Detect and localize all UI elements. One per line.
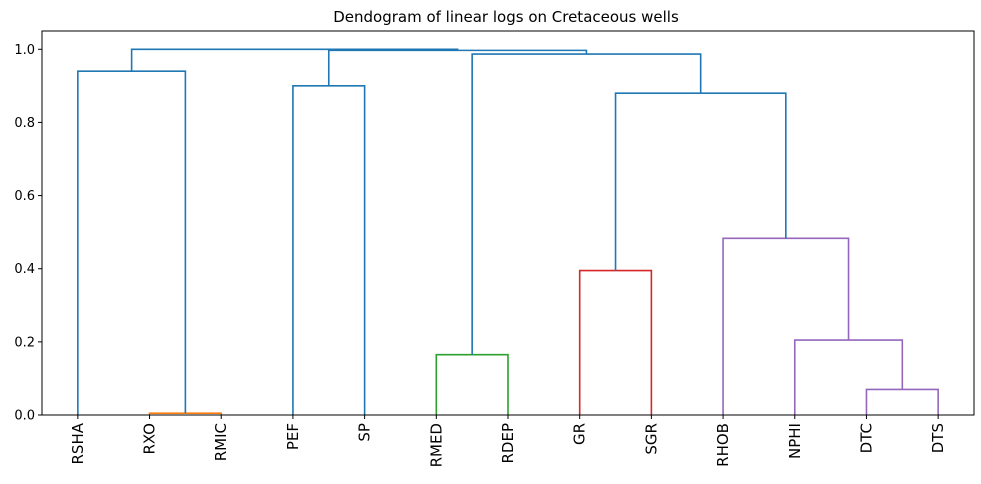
leaf-label-rmic: RMIC (212, 423, 230, 461)
link-rsha__rxo-rmic (77, 70, 187, 415)
x-axis: RSHA RXO RMIC PEF SP RMED RDEP GR SGR RHOB NPHI DTC… (69, 415, 947, 467)
link-rmed__rdep (435, 353, 509, 415)
link-dtc__dts (865, 388, 939, 415)
link-gr-sgr__rhob-nphi-dtc-dts (614, 92, 787, 271)
link-rhob__nphi-dtc-dts (722, 237, 850, 415)
leaf-label-sp: SP (356, 423, 374, 442)
y-tick-label: 0.0 (14, 409, 35, 424)
dendrogram-links (77, 48, 939, 415)
link-rsha-rxo-rmic__pef-sp-rmed-rdep-gr-sgr-rhob-nphi-dtc-dts (130, 48, 459, 72)
leaf-label-rsha: RSHA (69, 422, 87, 464)
leaf-label-sgr: SGR (642, 423, 660, 455)
leaf-label-dts: DTS (929, 423, 947, 453)
y-tick-label: 0.6 (14, 189, 35, 204)
link-nphi__dtc-dts (793, 339, 904, 415)
leaf-label-rmed: RMED (427, 423, 445, 467)
leaf-label-rhob: RHOB (714, 423, 732, 467)
leaf-label-pef: PEF (284, 423, 302, 450)
y-axis: 0.0 0.2 0.4 0.6 0.8 1.0 (14, 43, 42, 424)
plot-frame (41, 30, 975, 416)
link-rmed-rdep__gr-sgr-rhob-nphi-dtc-dts (471, 53, 702, 355)
y-tick-label: 0.2 (14, 335, 35, 350)
link-pef__sp (292, 85, 366, 415)
leaf-label-nphi: NPHI (786, 423, 804, 459)
y-tick-label: 0.4 (14, 262, 35, 277)
leaf-label-gr: GR (571, 423, 589, 445)
leaf-label-rdep: RDEP (499, 423, 517, 464)
leaf-label-rxo: RXO (141, 423, 159, 455)
leaf-label-dtc: DTC (857, 423, 875, 453)
link-gr__sgr (578, 269, 653, 415)
y-tick-label: 0.8 (14, 116, 35, 131)
y-tick-label: 1.0 (14, 43, 35, 58)
link-pef-sp__rmed-rdep-gr-sgr-rhob-nphi-dtc-dts (327, 49, 588, 86)
chart-title: Dendogram of linear logs on Cretaceous w… (333, 8, 679, 26)
